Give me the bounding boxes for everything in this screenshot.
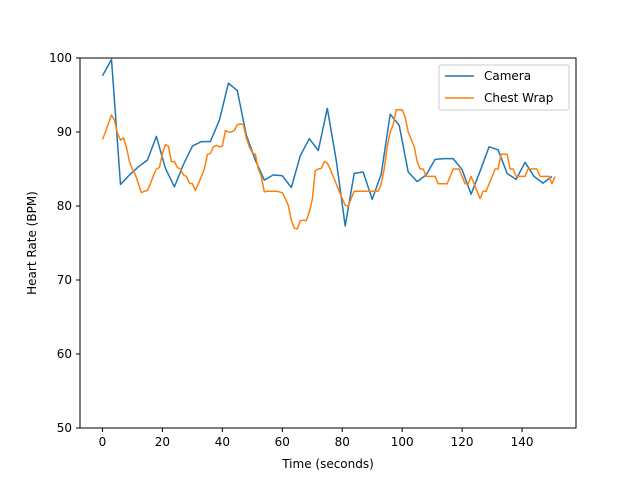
x-axis-ticks: 0 20 40 60 80 100 120 140 <box>99 428 534 449</box>
legend-label-camera: Camera <box>484 69 531 83</box>
x-axis-label: Time (seconds) <box>281 457 374 471</box>
x-tick-label: 60 <box>275 435 290 449</box>
y-axis-label: Heart Rate (BPM) <box>25 191 39 295</box>
x-tick-label: 100 <box>391 435 414 449</box>
y-tick-label: 60 <box>57 347 72 361</box>
plot-frame <box>79 57 577 429</box>
series-line-camera <box>101 58 553 227</box>
series-layer <box>101 58 556 230</box>
x-tick-label: 80 <box>335 435 350 449</box>
x-tick-label: 120 <box>451 435 474 449</box>
x-tick-label: 0 <box>99 435 107 449</box>
x-tick-label: 40 <box>215 435 230 449</box>
y-tick-label: 100 <box>49 51 72 65</box>
x-tick-label: 20 <box>155 435 170 449</box>
y-tick-label: 90 <box>57 125 72 139</box>
legend-label-chest-wrap: Chest Wrap <box>484 91 553 105</box>
y-tick-label: 80 <box>57 199 72 213</box>
y-tick-label: 70 <box>57 273 72 287</box>
series-line-chest-wrap <box>101 109 556 230</box>
x-tick-label: 140 <box>511 435 534 449</box>
legend: Camera Chest Wrap <box>438 64 570 111</box>
y-tick-label: 50 <box>57 421 72 435</box>
y-axis-ticks: 50 60 70 80 90 100 <box>49 51 80 435</box>
